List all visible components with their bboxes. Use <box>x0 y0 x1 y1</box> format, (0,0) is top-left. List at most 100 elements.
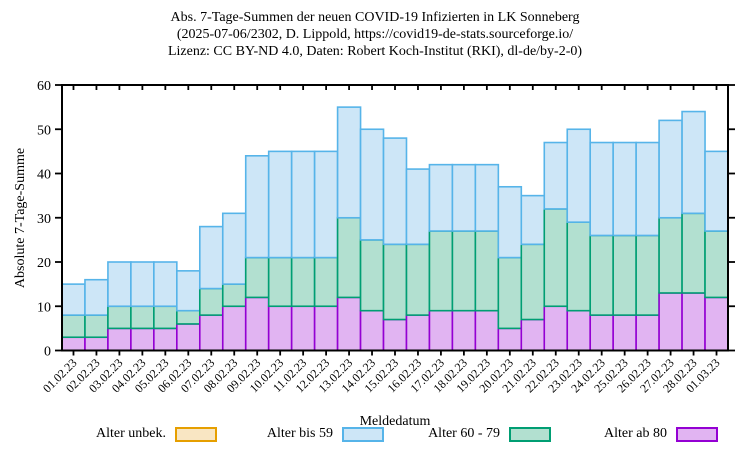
chart-title-line3: Lizenz: CC BY-ND 4.0, Daten: Robert Koch… <box>167 44 583 59</box>
bar-segment <box>405 168 431 246</box>
legend-label-alter-unbek: Alter unbek. <box>96 426 166 441</box>
bar-segment <box>681 292 706 352</box>
y-tick-label: 20 <box>37 256 51 271</box>
bar-segment <box>681 110 706 215</box>
bar-segment <box>497 185 523 259</box>
y-tick-label: 30 <box>37 212 51 227</box>
bar-segment <box>405 243 431 316</box>
bar-segment <box>520 318 546 352</box>
bar-segment <box>451 309 477 352</box>
legend-item-alter-60-79: Alter 60 - 79 <box>394 426 561 442</box>
bar-segment <box>290 256 316 308</box>
bar-segment <box>290 305 316 352</box>
chart-title-line2: (2025-07-06/2302, D. Lippold, https://co… <box>176 27 574 42</box>
bar-segment <box>153 261 178 308</box>
bar-segment <box>382 243 408 321</box>
bar-segment <box>198 314 224 352</box>
bar-segment <box>359 309 385 352</box>
y-tick-label: 60 <box>37 79 51 94</box>
bar-segment <box>359 128 385 241</box>
bar-segment <box>359 239 385 312</box>
bar-segment <box>313 150 339 259</box>
bar-segment <box>153 305 178 330</box>
bars-group <box>61 106 729 352</box>
y-tick-label: 50 <box>37 123 51 138</box>
bar-segment <box>658 216 683 294</box>
bar-segment <box>382 318 408 352</box>
legend-label-alter-60-79: Alter 60 - 79 <box>428 426 500 441</box>
bar-segment <box>84 278 109 316</box>
bar-segment <box>497 327 523 352</box>
bar-segment <box>221 283 247 308</box>
legend-item-alter-bis-59: Alter bis 59 <box>227 426 394 442</box>
bar-segment <box>244 296 270 352</box>
bar-segment <box>382 137 408 246</box>
bar-segment <box>221 305 247 352</box>
legend-swatch-alter-unbek-icon <box>175 426 217 442</box>
bar-segment <box>176 270 201 312</box>
bar-segment <box>566 128 592 223</box>
bar-segment <box>267 150 293 259</box>
bar-segment <box>658 119 683 219</box>
bar-segment <box>107 305 132 330</box>
bar-segment <box>130 305 155 330</box>
legend-item-alter-ab-80: Alter ab 80 <box>561 426 728 442</box>
bar-segment <box>474 230 500 312</box>
bar-segment <box>635 234 660 316</box>
bar-segment <box>84 314 109 339</box>
bar-segment <box>61 314 86 339</box>
bar-segment <box>520 194 546 246</box>
bar-segment <box>336 296 362 352</box>
bar-segment <box>681 212 706 294</box>
bar-segment <box>566 221 592 312</box>
bar-segment <box>130 327 155 352</box>
chart-title-line1: Abs. 7-Tage-Summen der neuen COVID-19 In… <box>170 10 580 25</box>
legend-label-alter-bis-59: Alter bis 59 <box>266 426 333 441</box>
legend-swatch-alter-bis-59-icon <box>342 426 384 442</box>
bar-segment <box>428 309 454 352</box>
bar-segment <box>130 261 155 308</box>
bar-segment <box>704 150 729 232</box>
bar-segment <box>543 141 569 210</box>
bar-segment <box>451 230 477 312</box>
bar-segment <box>244 256 270 299</box>
bar-segment <box>107 327 132 352</box>
bar-segment <box>267 305 293 352</box>
legend-swatch-alter-60-79-icon <box>509 426 551 442</box>
bar-segment <box>612 314 637 352</box>
y-tick-label: 10 <box>37 300 51 315</box>
bar-segment <box>451 163 477 232</box>
bar-segment <box>543 208 569 308</box>
bar-segment <box>244 155 270 259</box>
bar-segment <box>290 150 316 259</box>
bar-segment <box>176 323 201 352</box>
y-tick-label: 40 <box>37 168 51 183</box>
bar-segment <box>153 327 178 352</box>
bar-segment <box>428 230 454 312</box>
bar-segment <box>107 261 132 308</box>
bar-segment <box>313 305 339 352</box>
bar-segment <box>635 141 660 237</box>
bar-segment <box>497 256 523 330</box>
legend-label-alter-ab-80: Alter ab 80 <box>604 426 667 441</box>
bar-segment <box>704 296 729 352</box>
bar-segment <box>635 314 660 352</box>
plot-frame <box>61 84 729 352</box>
bar-segment <box>474 163 500 232</box>
legend-item-alter-unbek: Alter unbek. <box>60 426 227 442</box>
x-axis-label: Meldedatum <box>359 414 431 429</box>
bar-segment <box>704 230 729 299</box>
bar-segment <box>589 141 614 237</box>
bar-segment <box>267 256 293 308</box>
bar-segment <box>84 336 109 352</box>
bar-segment <box>336 106 362 219</box>
bar-segment <box>543 305 569 352</box>
bar-segment <box>61 336 86 352</box>
legend-swatch-alter-ab-80-icon <box>676 426 718 442</box>
bar-segment <box>658 292 683 352</box>
bar-segment <box>612 234 637 316</box>
bar-segment <box>589 314 614 352</box>
bar-segment <box>520 243 546 321</box>
